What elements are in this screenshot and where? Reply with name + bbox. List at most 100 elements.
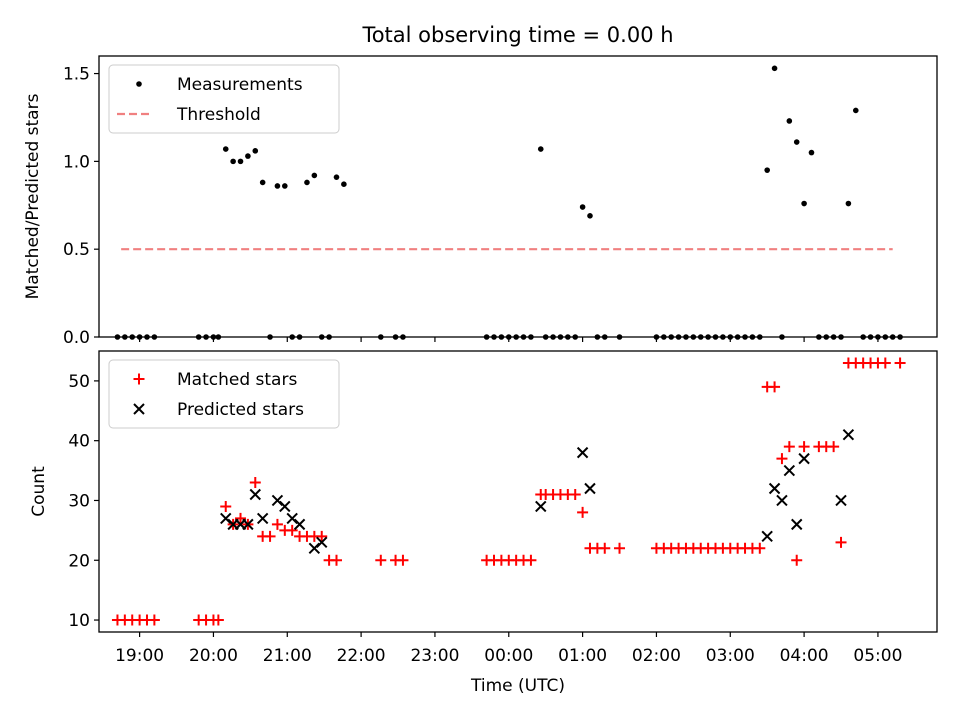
matched-star-marker — [828, 441, 840, 453]
x-tick-label: 02:00 — [632, 646, 681, 666]
count-x-axis-label: Time (UTC) — [470, 676, 565, 696]
measurement-point — [697, 334, 704, 340]
measurement-point — [550, 334, 556, 340]
measurement-point — [734, 334, 741, 340]
matched-star-marker — [316, 530, 328, 542]
y-tick-label: 1.0 — [63, 152, 90, 172]
y-tick-label: 0.5 — [63, 240, 90, 260]
ratio-plot-area — [114, 65, 903, 340]
x-tick-label: 22:00 — [337, 646, 386, 666]
measurement-point — [712, 334, 719, 340]
measurement-point — [304, 179, 310, 186]
measurement-point — [616, 334, 623, 340]
matched-star-marker — [330, 554, 342, 566]
measurement-point — [267, 334, 273, 340]
predicted-star-marker — [798, 452, 810, 465]
predicted-star-marker — [761, 530, 773, 543]
predicted-star-marker — [835, 494, 847, 507]
y-tick-label: 0.0 — [63, 328, 90, 348]
measurement-point — [808, 149, 815, 156]
measurement-point — [675, 334, 682, 340]
measurement-point — [400, 334, 406, 340]
measurement-point — [683, 334, 689, 340]
measurement-point — [845, 200, 852, 207]
y-tick-label: 1.5 — [63, 65, 90, 85]
matched-star-marker — [835, 536, 847, 548]
predicted-star-marker — [776, 494, 788, 507]
predicted-star-marker — [293, 518, 306, 531]
measurement-point — [897, 334, 903, 340]
measurement-point — [749, 334, 756, 340]
measurement-point — [757, 334, 763, 340]
measurement-point — [341, 181, 347, 188]
legend-box — [108, 64, 340, 134]
y-tick-label: 30 — [68, 491, 90, 511]
measurement-point — [779, 334, 785, 340]
measurement-point — [705, 334, 711, 340]
matched-star-marker — [754, 542, 766, 554]
predicted-star-marker — [256, 512, 269, 525]
predicted-star-marker — [791, 518, 803, 531]
matched-star-marker — [212, 614, 224, 626]
y-tick-label: 20 — [68, 551, 90, 571]
x-tick-label: 00:00 — [484, 646, 533, 666]
measurement-point — [838, 334, 844, 340]
measurement-point — [289, 334, 295, 340]
legend-label: Matched stars — [177, 370, 297, 390]
legend-swatch-x — [133, 403, 145, 415]
predicted-star-marker — [584, 482, 596, 495]
predicted-star-marker — [783, 464, 796, 477]
measurement-point — [333, 174, 340, 180]
measurement-point — [274, 183, 281, 189]
count-x-axis: 19:00 20:00 21:00 22:00 23:00 00:00 01:00 02:00… — [115, 632, 902, 666]
legend-box — [108, 359, 340, 429]
matched-star-marker — [798, 441, 810, 453]
matched-star-marker — [577, 506, 589, 518]
measurement-point — [203, 334, 209, 340]
measurement-point — [483, 334, 490, 340]
measurement-point — [318, 334, 325, 340]
x-tick-label: 23:00 — [410, 646, 459, 666]
measurement-point — [764, 167, 770, 173]
matched-star-marker — [614, 542, 626, 554]
measurement-point — [882, 334, 889, 340]
measurement-point — [830, 334, 837, 340]
legend-label: Measurements — [177, 75, 303, 95]
matched-star-marker — [271, 518, 283, 530]
measurement-point — [668, 334, 675, 340]
measurement-point — [151, 334, 158, 340]
predicted-star-marker — [576, 446, 589, 459]
measurement-point — [215, 334, 222, 340]
predicted-star-marker — [316, 536, 328, 549]
measurement-point — [867, 334, 874, 340]
matched-star-marker — [894, 357, 906, 369]
predicted-star-marker — [242, 518, 254, 531]
measurement-point — [520, 334, 527, 340]
measurement-point — [222, 146, 229, 152]
legend-label: Predicted stars — [177, 400, 304, 420]
matched-star-marker — [264, 530, 276, 542]
matched-star-marker — [569, 488, 581, 500]
measurement-point — [823, 334, 830, 340]
legend-swatch-plus — [133, 373, 145, 385]
measurement-point — [816, 334, 822, 340]
measurement-point — [572, 334, 579, 340]
measurement-point — [259, 179, 266, 186]
chart-title: Total observing time = 0.00 h — [361, 23, 673, 47]
matched-star-marker — [791, 554, 803, 566]
measurement-point — [690, 334, 697, 340]
measurement-point — [594, 334, 601, 340]
matched-star-marker — [599, 542, 611, 554]
matched-star-marker — [769, 381, 781, 393]
measurement-point — [237, 158, 244, 165]
measurement-point — [537, 146, 544, 152]
measurement-point — [114, 334, 121, 340]
count-plot-area — [111, 357, 906, 626]
measurement-point — [252, 148, 259, 154]
measurement-point — [122, 334, 128, 340]
matched-star-marker — [375, 554, 387, 566]
measurement-point — [565, 334, 571, 340]
measurement-point — [860, 334, 866, 340]
measurement-point — [326, 334, 332, 340]
measurement-point — [601, 334, 608, 340]
